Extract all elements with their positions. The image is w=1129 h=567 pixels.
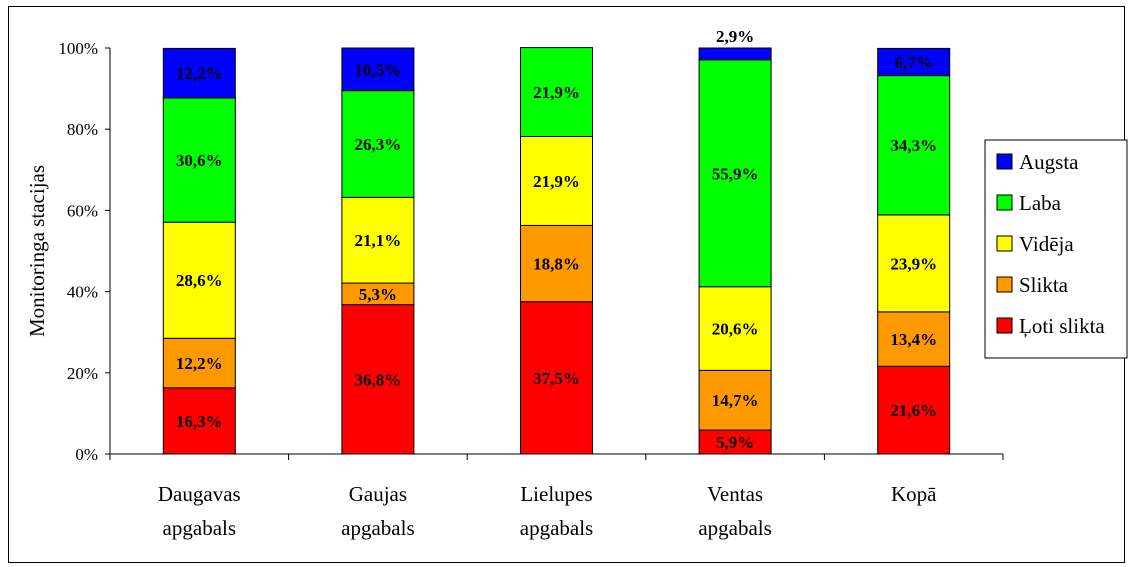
data-label: 2,9% (716, 27, 754, 46)
y-tick-label: 0% (75, 445, 98, 464)
bar-segment (341, 90, 415, 198)
bar-segment (877, 75, 951, 216)
bar-segment (162, 221, 236, 339)
y-tick-label: 20% (67, 364, 98, 383)
legend-label: Augsta (1019, 150, 1079, 174)
data-label: 6,7% (895, 53, 933, 72)
data-label: 30,6% (176, 151, 223, 170)
data-label: 21,9% (533, 172, 580, 191)
bar-segment (341, 304, 415, 455)
data-label: 10,5% (355, 60, 402, 79)
bar-segment (698, 47, 772, 61)
y-tick-label: 100% (58, 39, 98, 58)
data-label: 5,9% (716, 433, 754, 452)
x-category-label: Kopā (891, 482, 937, 506)
data-label: 20,6% (712, 320, 759, 339)
data-label: 36,8% (355, 370, 402, 389)
bar-segment (520, 301, 593, 455)
bar-segment (877, 214, 951, 313)
bar-segment (341, 47, 415, 92)
bar-segment (162, 97, 236, 223)
bar-segment (698, 369, 772, 431)
legend-swatch (996, 194, 1013, 211)
legend-label: Ļoti slikta (1019, 314, 1105, 338)
data-label: 16,3% (176, 412, 223, 431)
y-tick-label: 80% (67, 120, 98, 139)
x-category-label: Daugavas (158, 482, 241, 506)
bar-segment (877, 365, 951, 455)
bar-segment (877, 311, 951, 367)
y-axis-title: Monitoringa stacijas (25, 165, 49, 337)
data-label: 5,3% (359, 285, 397, 304)
y-tick-label: 40% (67, 283, 98, 302)
legend-label: Slikta (1019, 273, 1069, 297)
bar-segment (162, 387, 236, 455)
data-label: 14,7% (712, 391, 759, 410)
x-category-label: Ventas (707, 482, 763, 506)
bar-segment (341, 196, 415, 284)
legend-swatch (996, 235, 1013, 252)
data-label: 21,6% (890, 401, 937, 420)
x-category-label: Gaujas (349, 482, 407, 506)
data-label: 28,6% (176, 271, 223, 290)
x-category-label: apgabals (520, 516, 593, 540)
bar-segment (520, 136, 593, 226)
bar-segment (698, 59, 772, 288)
bar-segment (698, 286, 772, 371)
data-label: 55,9% (712, 164, 759, 183)
x-category-label: apgabals (341, 516, 414, 540)
data-label: 12,2% (176, 64, 223, 83)
data-label: 13,4% (890, 330, 937, 349)
x-category-label: Lielupes (520, 482, 592, 506)
legend-swatch (996, 153, 1013, 170)
bar-segment (520, 47, 593, 138)
data-label: 18,8% (533, 255, 580, 274)
x-category-label: apgabals (163, 516, 236, 540)
data-label: 21,1% (355, 231, 402, 250)
bar-segment (877, 47, 951, 77)
data-label: 26,3% (355, 135, 402, 154)
legend-label: Vidēja (1019, 232, 1074, 256)
bar-segment (162, 337, 236, 389)
data-label: 12,2% (176, 354, 223, 373)
legend-swatch (996, 317, 1013, 334)
data-label: 21,9% (533, 83, 580, 102)
data-label: 34,3% (890, 136, 937, 155)
legend-swatch (996, 276, 1013, 293)
bar-segment (520, 224, 593, 303)
legend-label: Laba (1019, 191, 1062, 215)
y-tick-label: 60% (67, 201, 98, 220)
data-label: 23,9% (890, 254, 937, 273)
x-category-label: apgabals (698, 516, 771, 540)
bar-segment (162, 47, 236, 99)
data-label: 37,5% (533, 369, 580, 388)
